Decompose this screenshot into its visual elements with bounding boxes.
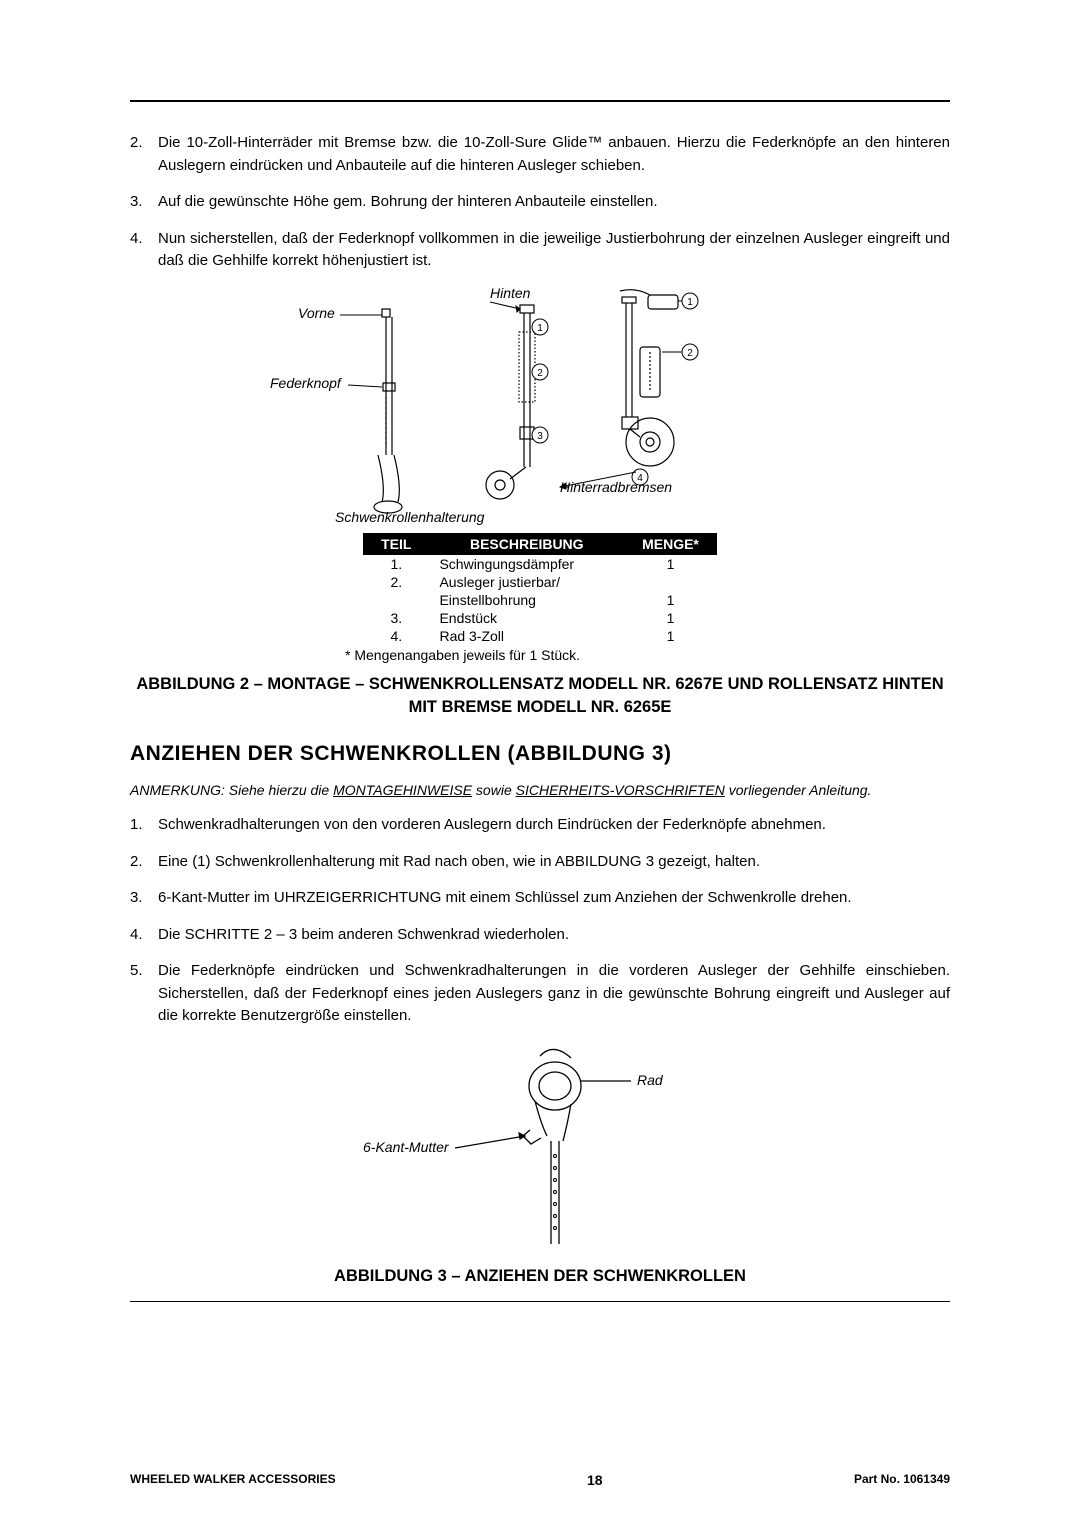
- label-mutter: 6-Kant-Mutter: [363, 1139, 449, 1155]
- label-hinten: Hinten: [490, 285, 530, 301]
- table-row: Einstellbohrung1: [363, 591, 717, 609]
- steps-list-b: 1.Schwenkradhalterungen von den vorderen…: [130, 814, 950, 1028]
- list-item: 1.Schwenkradhalterungen von den vorderen…: [130, 814, 950, 837]
- svg-text:3: 3: [537, 431, 543, 442]
- diagram-1: 1 2 3 1 2 4 Vorne Hinten Federknopf Hint…: [300, 287, 780, 527]
- page-footer: WHEELED WALKER ACCESSORIES 18 Part No. 1…: [130, 1472, 950, 1488]
- bottom-divider: [130, 1301, 950, 1302]
- diagram-2: Rad 6-Kant-Mutter: [375, 1046, 705, 1251]
- anmerkung-post: vorliegender Anleitung.: [725, 782, 872, 798]
- steps-list-a: 2.Die 10-Zoll-Hinterräder mit Bremse bzw…: [130, 132, 950, 273]
- footer-left: WHEELED WALKER ACCESSORIES: [130, 1472, 336, 1488]
- list-item: 5.Die Federknöpfe eindrücken und Schwenk…: [130, 960, 950, 1028]
- parts-table-wrap: TEILBESCHREIBUNGMENGE*1.Schwingungsdämpf…: [130, 533, 950, 645]
- table-row: 3.Endstück1: [363, 609, 717, 627]
- anmerkung-u1: MONTAGEHINWEISE: [333, 782, 472, 798]
- list-item: 2.Die 10-Zoll-Hinterräder mit Bremse bzw…: [130, 132, 950, 177]
- label-hinterradbremsen: Hinterradbremsen: [560, 479, 672, 495]
- list-item: 4.Nun sicherstellen, daß der Federknopf …: [130, 228, 950, 273]
- label-vorne: Vorne: [298, 305, 335, 321]
- parts-table-note: * Mengenangaben jeweils für 1 Stück.: [345, 647, 950, 663]
- table-row: 1.Schwingungsdämpfer1: [363, 555, 717, 573]
- anmerkung-u2: SICHERHEITS-VORSCHRIFTEN: [516, 782, 725, 798]
- figure-3-caption: ABBILDUNG 3 – ANZIEHEN DER SCHWENKROLLEN: [130, 1265, 950, 1289]
- section-heading: ANZIEHEN DER SCHWENKROLLEN (ABBILDUNG 3): [130, 742, 950, 766]
- anmerkung-line: ANMERKUNG: Siehe hierzu die MONTAGEHINWE…: [130, 782, 950, 798]
- list-item: 3.6-Kant-Mutter im UHRZEIGERRICHTUNG mit…: [130, 887, 950, 910]
- svg-text:2: 2: [687, 348, 693, 359]
- label-rad: Rad: [637, 1072, 663, 1088]
- list-item: 2.Eine (1) Schwenkrollenhalterung mit Ra…: [130, 851, 950, 874]
- svg-text:2: 2: [537, 368, 543, 379]
- top-divider: [130, 100, 950, 102]
- list-item: 4.Die SCHRITTE 2 – 3 beim anderen Schwen…: [130, 924, 950, 947]
- parts-table: TEILBESCHREIBUNGMENGE*1.Schwingungsdämpf…: [363, 533, 717, 645]
- svg-text:1: 1: [537, 323, 543, 334]
- figure-2-caption: ABBILDUNG 2 – MONTAGE – SCHWENKROLLENSAT…: [130, 673, 950, 721]
- anmerkung-mid: sowie: [472, 782, 516, 798]
- svg-text:1: 1: [687, 297, 693, 308]
- list-item: 3.Auf die gewünschte Höhe gem. Bohrung d…: [130, 191, 950, 214]
- footer-page: 18: [336, 1472, 854, 1488]
- footer-right: Part No. 1061349: [854, 1472, 950, 1488]
- table-row: 2.Ausleger justierbar/: [363, 573, 717, 591]
- label-federknopf: Federknopf: [270, 375, 341, 391]
- table-row: 4.Rad 3-Zoll1: [363, 627, 717, 645]
- anmerkung-pre: ANMERKUNG: Siehe hierzu die: [130, 782, 333, 798]
- label-schwenkrollenhalterung: Schwenkrollenhalterung: [335, 509, 484, 525]
